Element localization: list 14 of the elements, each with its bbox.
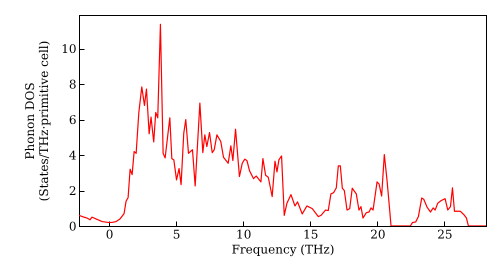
x-axis-title: Frequency (THz) (232, 242, 334, 256)
x-tick-label: 10 (236, 228, 252, 242)
y-axis-title: Phonon DOS (States/THz·primitive cell) (23, 40, 52, 202)
y-tick-label: 8 (68, 78, 76, 92)
x-tick-label: 25 (437, 228, 453, 242)
line-series (79, 24, 486, 226)
y-tick-label: 6 (68, 113, 76, 128)
y-tick-label: 4 (68, 148, 77, 163)
x-tick-label: 15 (303, 228, 318, 242)
y-tick-label: 10 (61, 42, 76, 56)
y-tick-label: 2 (68, 184, 76, 198)
x-tick-label: 20 (370, 228, 386, 242)
x-tick-label: 0 (106, 228, 114, 242)
x-tick-label: 5 (172, 228, 180, 242)
